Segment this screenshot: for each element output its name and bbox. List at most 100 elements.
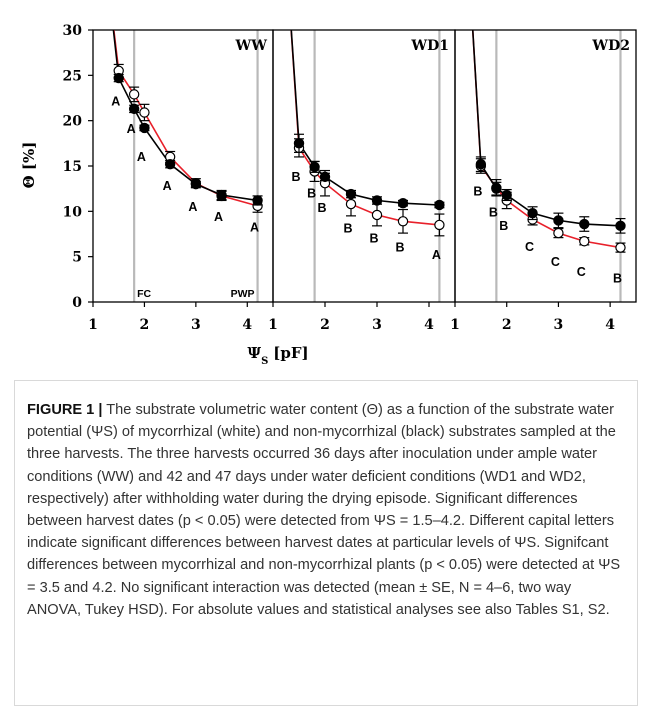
data-point xyxy=(345,198,357,210)
significance-letter: B xyxy=(343,222,352,236)
significance-letter: A xyxy=(127,122,136,136)
significance-letter: A xyxy=(163,179,172,193)
marker-label-pwp: PWP xyxy=(231,288,255,300)
data-point xyxy=(579,218,590,230)
significance-letter: B xyxy=(317,201,326,215)
data-point xyxy=(319,171,331,183)
data-point xyxy=(293,138,305,149)
data-point xyxy=(434,199,445,211)
significance-letter: B xyxy=(291,170,300,184)
significance-letter: B xyxy=(395,241,404,255)
data-point xyxy=(527,207,538,219)
y-tick-label: 20 xyxy=(63,114,83,130)
significance-letter: A xyxy=(250,221,259,235)
series-line xyxy=(113,30,258,207)
data-point xyxy=(113,72,124,84)
significance-letter: A xyxy=(214,210,223,224)
data-point xyxy=(615,242,626,253)
data-point xyxy=(501,189,512,201)
x-tick-label: 1 xyxy=(88,317,98,333)
x-tick-label: 3 xyxy=(554,317,564,333)
x-tick-label: 4 xyxy=(605,317,615,333)
data-point xyxy=(371,209,383,221)
significance-letter: A xyxy=(111,95,120,109)
data-point xyxy=(475,158,487,170)
x-tick-label: 2 xyxy=(502,317,512,333)
series-points-filled xyxy=(293,133,445,211)
data-point xyxy=(216,189,227,201)
x-tick-label: 4 xyxy=(424,317,434,333)
y-tick-label: 25 xyxy=(63,68,82,84)
x-tick-label: 1 xyxy=(268,317,278,333)
x-tick-label: 1 xyxy=(450,317,460,333)
x-tick-label: 2 xyxy=(320,317,330,333)
y-tick-label: 15 xyxy=(63,159,82,175)
significance-letter: C xyxy=(551,255,560,269)
x-axis-label: ΨS [pF] xyxy=(247,344,308,367)
data-point xyxy=(397,197,409,209)
data-point xyxy=(491,183,502,194)
significance-letter: B xyxy=(613,272,622,286)
significance-letter: C xyxy=(525,240,534,254)
series-points-open xyxy=(475,158,626,253)
marker-label-fc: FC xyxy=(137,288,151,300)
significance-letter: C xyxy=(577,265,586,279)
panel-title: WD1 xyxy=(410,38,449,54)
significance-letter: B xyxy=(499,219,508,233)
data-point xyxy=(128,89,140,100)
x-axis-label-unit: [pF] xyxy=(273,344,308,362)
significance-letter: B xyxy=(369,232,378,246)
series-line xyxy=(471,30,621,227)
figure-chart: 0 5 10 15 20 25 30 WW FC PWP A A A A A A A WD1 B B B B B B A WD2… xyxy=(20,23,637,367)
x-axis-label-sub: S xyxy=(261,356,268,367)
x-tick-label: 3 xyxy=(191,317,201,333)
series-points-open xyxy=(293,138,445,237)
x-tick-label: 2 xyxy=(140,317,150,333)
y-axis: 0 5 10 15 20 25 30 xyxy=(63,23,93,311)
significance-letter: B xyxy=(489,205,498,219)
data-point xyxy=(345,188,357,200)
panel-title: WD2 xyxy=(591,38,630,54)
x-axis-label-main: Ψ xyxy=(247,344,261,362)
series-open xyxy=(113,30,258,207)
data-point xyxy=(252,195,263,206)
figure-caption: FIGURE 1 | The substrate volumetric wate… xyxy=(14,380,638,706)
caption-text: The substrate volumetric water content (… xyxy=(27,402,621,618)
data-point xyxy=(139,122,150,134)
series-points-filled xyxy=(475,156,626,234)
y-tick-label: 10 xyxy=(63,204,83,220)
significance-letter: A xyxy=(432,248,441,262)
data-point xyxy=(190,178,202,190)
y-tick-label: 0 xyxy=(72,295,82,311)
data-point xyxy=(309,161,320,173)
series-points-open xyxy=(113,63,263,213)
data-point xyxy=(164,158,176,170)
panel-frame xyxy=(272,29,456,303)
series-filled xyxy=(471,30,621,227)
data-point xyxy=(128,103,140,115)
significance-letter: A xyxy=(188,200,197,214)
y-tick-label: 5 xyxy=(72,250,82,266)
significance-letter: B xyxy=(473,184,482,198)
x-tick-label: 4 xyxy=(242,317,252,333)
data-point xyxy=(579,236,590,247)
panel-title: WW xyxy=(235,38,268,54)
y-axis-label: Θ [%] xyxy=(20,142,38,189)
y-tick-label: 30 xyxy=(63,23,83,39)
significance-letter: A xyxy=(137,150,146,164)
data-point xyxy=(397,216,409,227)
series-points-filled xyxy=(113,72,263,206)
data-point xyxy=(553,215,564,226)
caption-label: FIGURE 1 | xyxy=(27,402,103,418)
data-point xyxy=(139,107,150,118)
data-point xyxy=(553,227,564,239)
